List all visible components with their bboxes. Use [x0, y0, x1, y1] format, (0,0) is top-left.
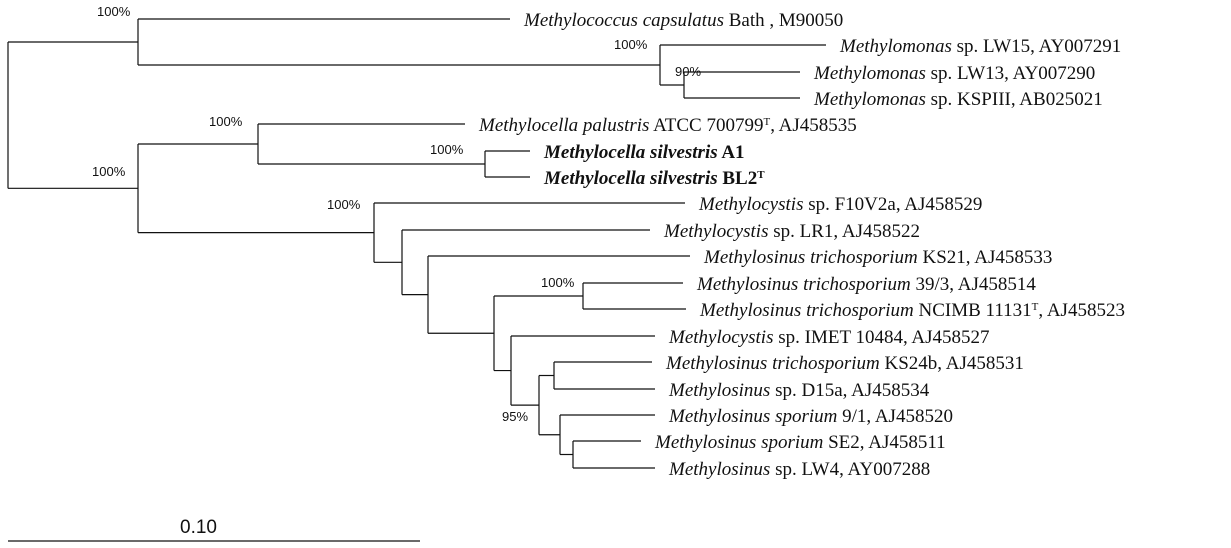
taxon-label: Methylocystis sp. IMET 10484, AJ458527 — [668, 327, 990, 348]
taxon-label-part: Methylocella silvestris — [543, 168, 718, 189]
taxon-label-part: Methylococcus capsulatus — [523, 10, 724, 31]
taxon-label-part: A1 — [718, 142, 745, 163]
bootstrap-value: 100% — [430, 142, 464, 157]
taxon-label-part: sp. LW13, AY007290 — [926, 63, 1095, 84]
taxon-label: Methylosinus sp. LW4, AY007288 — [668, 459, 930, 480]
bootstrap-labels: 100% 100% 90% 100% 100% 100% 100% 100% 95% — [92, 4, 701, 424]
taxon-label-part: Methylocystis — [698, 194, 803, 215]
taxon-label-part: 9/1, AJ458520 — [837, 406, 953, 427]
bootstrap-value: 100% — [92, 164, 126, 179]
bootstrap-value: 95% — [502, 409, 528, 424]
taxon-label: Methylosinus trichosporium KS21, AJ45853… — [703, 247, 1052, 268]
bootstrap-value: 100% — [541, 275, 575, 290]
taxon-label: Methylomonas sp. KSPIII, AB025021 — [813, 89, 1103, 110]
taxon-label-part: Methylosinus — [668, 380, 770, 401]
taxon-label-part: sp. LR1, AJ458522 — [768, 221, 920, 242]
scale-bar: 0.10 — [8, 517, 420, 542]
taxon-label-part: Methylocystis — [663, 221, 768, 242]
taxon-label: Methylosinus sporium SE2, AJ458511 — [654, 432, 946, 453]
taxon-label: Methylosinus sporium 9/1, AJ458520 — [668, 406, 953, 427]
taxon-label-part: sp. LW4, AY007288 — [770, 459, 930, 480]
taxon-label-part: Methylosinus trichosporium — [665, 353, 880, 374]
taxon-label-part: sp. F10V2a, AJ458529 — [803, 194, 982, 215]
taxon-label: Methylosinus sp. D15a, AJ458534 — [668, 380, 930, 401]
bootstrap-value: 100% — [327, 197, 361, 212]
taxon-label-part: Methylosinus sporium — [668, 406, 837, 427]
taxon-label: Methylosinus trichosporium NCIMB 11131T,… — [699, 300, 1125, 321]
taxon-label: Methylocystis sp. F10V2a, AJ458529 — [698, 194, 982, 215]
taxon-label-part: ATCC 700799 — [649, 115, 763, 136]
type-strain-mark: T — [1032, 301, 1039, 313]
taxon-label-part: Methylomonas — [839, 36, 952, 57]
taxon-label-part: BL2 — [718, 168, 758, 189]
taxon-label-part: Methylosinus — [668, 459, 770, 480]
type-strain-mark: T — [757, 169, 765, 181]
taxon-label-part: Methylosinus trichosporium — [703, 247, 918, 268]
taxon-label-part: sp. LW15, AY007291 — [952, 36, 1121, 57]
taxon-label-part: sp. KSPIII, AB025021 — [926, 89, 1103, 110]
taxon-label-part: Bath , M90050 — [724, 10, 843, 31]
taxon-label-part: Methylosinus sporium — [654, 432, 823, 453]
taxon-label-part: NCIMB 11131 — [914, 300, 1032, 321]
tree-branches — [7, 18, 826, 469]
bootstrap-value: 90% — [675, 64, 701, 79]
scale-bar-label: 0.10 — [180, 517, 217, 538]
taxon-label-part: Methylomonas — [813, 89, 926, 110]
bootstrap-value: 100% — [97, 4, 131, 19]
taxon-label-part: SE2, AJ458511 — [823, 432, 945, 453]
taxon-label-part: Methylosinus trichosporium — [699, 300, 914, 321]
taxon-label: Methylomonas sp. LW15, AY007291 — [839, 36, 1121, 57]
taxon-label: Methylocella silvestris BL2T — [543, 168, 765, 189]
taxon-label: Methylomonas sp. LW13, AY007290 — [813, 63, 1095, 84]
taxon-label-part: KS21, AJ458533 — [918, 247, 1053, 268]
taxon-label-part: , AJ458535 — [770, 115, 857, 136]
taxon-label: Methylococcus capsulatus Bath , M90050 — [523, 10, 843, 31]
taxon-label-part: 39/3, AJ458514 — [911, 274, 1037, 295]
taxon-label-part: Methylomonas — [813, 63, 926, 84]
bootstrap-value: 100% — [209, 114, 243, 129]
taxon-label: Methylocystis sp. LR1, AJ458522 — [663, 221, 920, 242]
taxon-label-part: Methylocella palustris — [478, 115, 649, 136]
taxon-labels: Methylococcus capsulatus Bath , M90050Me… — [478, 10, 1125, 480]
taxon-label: Methylocella silvestris A1 — [543, 142, 745, 163]
taxon-label-part: Methylocella silvestris — [543, 142, 718, 163]
bootstrap-value: 100% — [614, 37, 648, 52]
taxon-label-part: sp. D15a, AJ458534 — [770, 380, 929, 401]
type-strain-mark: T — [763, 116, 770, 128]
taxon-label-part: KS24b, AJ458531 — [880, 353, 1024, 374]
taxon-label-part: Methylosinus trichosporium — [696, 274, 911, 295]
taxon-label: Methylosinus trichosporium 39/3, AJ45851… — [696, 274, 1036, 295]
taxon-label-part: Methylocystis — [668, 327, 773, 348]
taxon-label-part: , AJ458523 — [1038, 300, 1125, 321]
taxon-label: Methylocella palustris ATCC 700799T, AJ4… — [478, 115, 857, 136]
taxon-label: Methylosinus trichosporium KS24b, AJ4585… — [665, 353, 1024, 374]
taxon-label-part: sp. IMET 10484, AJ458527 — [773, 327, 989, 348]
